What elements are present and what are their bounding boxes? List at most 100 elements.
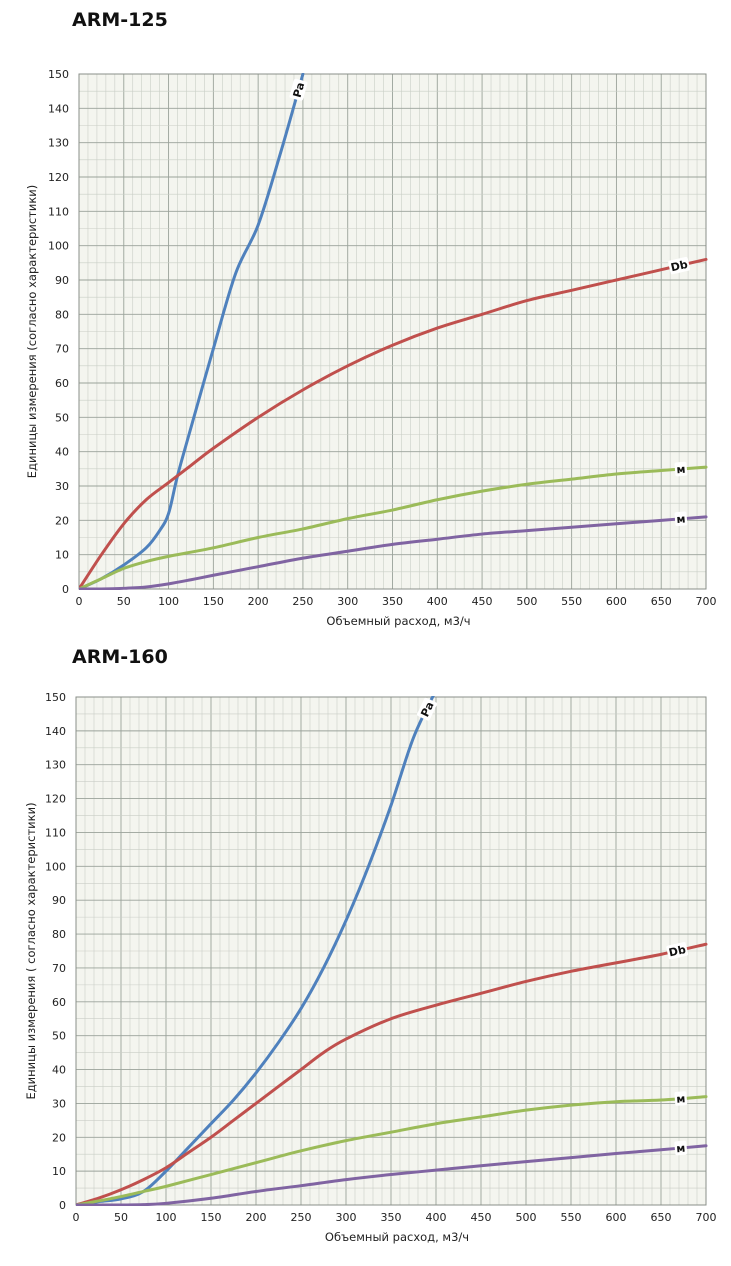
y-tick-label: 20	[52, 1131, 66, 1144]
series-label: м	[674, 461, 688, 477]
series-label-text: Db	[668, 943, 688, 959]
series-label-bg	[674, 1140, 688, 1156]
x-tick-label: 0	[73, 1211, 80, 1224]
y-tick-label: 60	[55, 377, 69, 390]
chart-title: ARM-125	[72, 9, 168, 31]
series-group	[76, 696, 708, 1206]
y-tick-label: 70	[52, 962, 66, 975]
x-tick-label: 550	[561, 1211, 582, 1224]
y-tick-label: 150	[45, 691, 66, 704]
series-group	[79, 73, 708, 590]
y-tick-label: 40	[55, 446, 69, 459]
y-tick-label: 10	[55, 549, 69, 562]
series-line-м-3	[79, 515, 708, 590]
y-tick-label: 100	[48, 240, 69, 253]
y-tick-label: 90	[55, 274, 69, 287]
x-tick-label: 450	[471, 1211, 492, 1224]
series-label: Pa	[417, 697, 437, 721]
x-tick-label: 700	[696, 1211, 717, 1224]
series-label-text: м	[676, 512, 686, 526]
x-tick-label: 300	[336, 1211, 357, 1224]
x-tick-label: 300	[337, 595, 358, 608]
series-label-text: м	[676, 1092, 686, 1106]
series-label-bg	[668, 256, 691, 275]
plot-frame	[78, 73, 707, 590]
series-line-м-2	[76, 1095, 708, 1206]
plot-frame	[75, 696, 707, 1206]
series-label-text: Pa	[418, 700, 436, 719]
y-tick-label: 110	[45, 826, 66, 839]
x-tick-label: 200	[246, 1211, 267, 1224]
y-tick-label: 130	[48, 137, 69, 150]
chart-arm-125: ARM-125 0 50 100 150 200 250 300 350 400 450 500 55…	[25, 9, 717, 628]
chart-title: ARM-160	[72, 646, 168, 668]
x-tick-label: 600	[606, 1211, 627, 1224]
series-label: Pa	[289, 78, 308, 101]
series-label-text: м	[676, 463, 686, 477]
y-tick-label: 80	[52, 928, 66, 941]
y-tick-label: 50	[55, 411, 69, 424]
series-label-text: Pa	[291, 81, 308, 99]
x-tick-label: 400	[426, 1211, 447, 1224]
y-tick-label: 110	[48, 205, 69, 218]
series-label: м	[674, 1091, 688, 1106]
x-tick-label: 50	[117, 595, 131, 608]
series-label-bg	[666, 942, 689, 960]
y-tick-label: 0	[62, 583, 69, 596]
y-tick-label: 130	[45, 759, 66, 772]
series-label-text: м	[676, 1142, 686, 1156]
y-tick-label: 50	[52, 1030, 66, 1043]
x-tick-label: 200	[248, 595, 269, 608]
x-tick-label: 350	[382, 595, 403, 608]
x-axis-label: Объемный расход, м3/ч	[325, 1230, 469, 1244]
x-tick-label: 250	[291, 1211, 312, 1224]
y-tick-label: 40	[52, 1064, 66, 1077]
x-tick-label: 50	[114, 1211, 128, 1224]
x-tick-label: 100	[158, 595, 179, 608]
y-tick-label: 140	[48, 102, 69, 115]
x-tick-label: 150	[203, 595, 224, 608]
series-label-bg	[417, 697, 437, 721]
series-line-pa-0	[79, 73, 305, 590]
y-tick-label: 70	[55, 343, 69, 356]
series-label-bg	[674, 461, 688, 477]
y-tick-label: 30	[55, 480, 69, 493]
series-label: Db	[666, 942, 689, 960]
series-line-м-3	[76, 1144, 708, 1206]
y-tick-label: 60	[52, 996, 66, 1009]
chart-arm-160: ARM-160 0 50 100 150 200 250 300 350 400 450 500 55…	[0, 640, 731, 1266]
series-label: м	[674, 511, 688, 526]
x-tick-label: 500	[516, 1211, 537, 1224]
series-line-db-1	[79, 257, 708, 590]
x-tick-label: 550	[561, 595, 582, 608]
x-tick-label: 650	[651, 595, 672, 608]
series-label: Db	[668, 256, 691, 275]
series-label-text: Db	[669, 258, 689, 275]
series-line-pa-0	[76, 696, 435, 1206]
y-tick-label: 0	[59, 1199, 66, 1212]
series-label: м	[674, 1140, 688, 1156]
y-tick-label: 30	[52, 1097, 66, 1110]
x-tick-label: 500	[516, 595, 537, 608]
y-tick-label: 80	[55, 308, 69, 321]
y-axis-label: Единицы измерения (согласно характеристи…	[25, 185, 39, 478]
x-tick-label: 100	[156, 1211, 177, 1224]
x-tick-label: 0	[76, 595, 83, 608]
chart-svg: 0 50 100 150 200 250 300 350 400 450 500 550 600 650 7…	[24, 691, 717, 1244]
y-tick-label: 20	[55, 514, 69, 527]
x-axis-label: Объемный расход, м3/ч	[326, 614, 470, 628]
chart-svg: 0 50 100 150 200 250 300 350 400 450 500 550 600 650 7…	[25, 68, 717, 628]
series-label-bg	[289, 78, 308, 101]
x-tick-label: 250	[292, 595, 313, 608]
series-line-м-2	[79, 465, 708, 590]
x-tick-label: 600	[606, 595, 627, 608]
y-tick-label: 90	[52, 894, 66, 907]
x-tick-label: 150	[201, 1211, 222, 1224]
x-tick-label: 700	[696, 595, 717, 608]
y-tick-label: 100	[45, 860, 66, 873]
y-tick-label: 10	[52, 1165, 66, 1178]
y-tick-label: 120	[48, 171, 69, 184]
y-tick-label: 150	[48, 68, 69, 81]
x-tick-label: 450	[472, 595, 493, 608]
series-line-db-1	[76, 942, 708, 1206]
